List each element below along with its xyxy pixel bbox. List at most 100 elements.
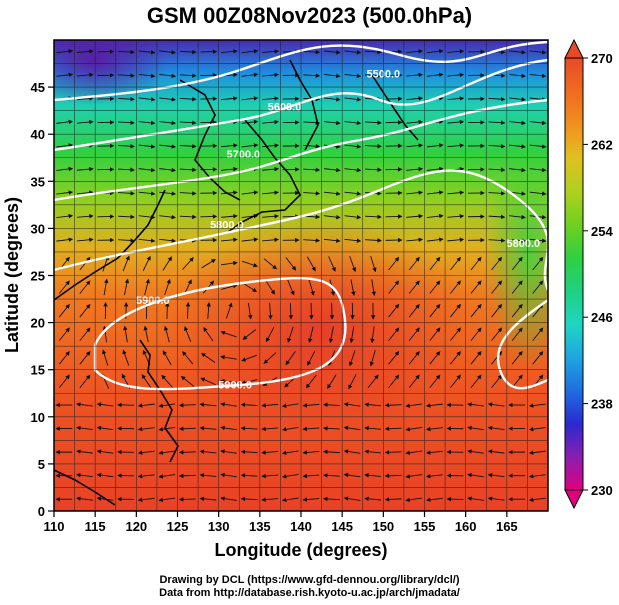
streamline-arrow [509, 73, 526, 79]
streamline-arrow [141, 374, 152, 389]
streamline-arrow [405, 450, 423, 455]
streamline-arrow [159, 167, 177, 173]
streamline-arrow [406, 213, 424, 219]
streamline-arrow [118, 49, 135, 55]
colorbar-label: 270 [591, 51, 613, 66]
streamline-arrow [206, 301, 211, 319]
streamline-arrow [323, 50, 341, 55]
streamline-arrow [281, 450, 299, 456]
streamline-arrow [262, 96, 279, 101]
streamline-arrow [491, 303, 503, 318]
streamline-arrow [285, 351, 296, 366]
streamline-arrow [322, 473, 340, 478]
streamline-arrow [220, 166, 238, 172]
streamline-arrow [137, 403, 155, 408]
streamline-arrow [491, 374, 503, 389]
streamline-arrow [447, 49, 465, 54]
x-axis-ticks: 110 115 120 125 130 135 140 145 150 155 160 165 [44, 511, 518, 534]
contour-label: 5900.0 [136, 295, 170, 307]
colorbar-label: 254 [591, 224, 613, 239]
streamline-arrow [262, 190, 279, 195]
streamline-arrow [220, 237, 238, 243]
colorbar-scale [564, 57, 584, 491]
streamline-arrow [240, 379, 258, 385]
streamline-arrow [241, 237, 259, 242]
streamline-arrow [138, 120, 156, 126]
streamline-arrow [408, 374, 420, 389]
streamline-arrow [511, 327, 523, 341]
streamline-arrow [262, 166, 279, 172]
streamline-arrow [303, 73, 321, 78]
streamline-arrow [158, 497, 176, 503]
contour-label: 5700.0 [227, 149, 261, 161]
streamline-arrow [220, 96, 238, 101]
y-axis-label: Latitude (degrees) [2, 197, 22, 353]
streamline-arrow [265, 327, 275, 343]
contour-label: 5800.0 [506, 238, 540, 250]
streamline-arrow [447, 190, 465, 195]
streamline-arrow [240, 496, 258, 502]
streamline-arrow [138, 73, 156, 79]
streamline-arrow [344, 97, 362, 102]
credit-line-drawing: Drawing by DCL (https://www.gfd-dennou.o… [159, 574, 460, 586]
streamline-arrow [76, 190, 94, 195]
coastline-china [54, 189, 166, 301]
streamline-arrow [247, 302, 253, 320]
y-tick-label: 20 [31, 316, 45, 331]
streamline-arrow [343, 496, 361, 501]
streamline-arrow [529, 238, 547, 243]
streamline-arrow [123, 325, 128, 343]
streamline-arrow [425, 473, 443, 479]
streamline-arrow [56, 213, 74, 219]
streamline-arrow [509, 97, 526, 102]
streamline-arrow [344, 120, 362, 126]
streamline-arrow [76, 72, 94, 78]
streamline-arrow [58, 303, 70, 318]
coastline-borneo [54, 469, 116, 506]
streamline-arrow [263, 352, 277, 364]
streamline-arrow [199, 496, 217, 502]
streamline-arrow [488, 120, 506, 125]
streamline-arrow [364, 496, 382, 502]
streamline-arrow [408, 303, 420, 318]
streamline-arrow [509, 120, 526, 126]
streamline-arrow [76, 166, 94, 172]
streamline-arrow [241, 119, 259, 125]
streamline-arrow [343, 472, 361, 478]
colorbar-label: 238 [591, 397, 613, 412]
streamline-arrow [159, 97, 177, 102]
streamline-arrow [408, 327, 420, 341]
streamline-arrow [56, 72, 74, 78]
streamline-arrow [185, 301, 191, 319]
streamline-arrow [159, 50, 177, 55]
streamline-arrow [76, 449, 93, 454]
streamline-arrow [343, 425, 361, 431]
streamline-arrow [364, 425, 382, 431]
streamline-arrow [179, 120, 197, 125]
streamline-arrow [528, 426, 546, 432]
streamline-arrow [162, 256, 172, 271]
streamline-arrow [467, 496, 484, 501]
contour-label: 5900.0 [218, 380, 252, 392]
streamline-arrow [487, 449, 505, 454]
streamline-arrow [137, 426, 155, 432]
streamline-arrow [349, 326, 355, 344]
streamline-arrow [302, 497, 320, 502]
streamline-arrow [447, 237, 465, 243]
streamline-arrow [344, 191, 362, 196]
y-tick-label: 25 [31, 269, 45, 284]
streamline-arrow [265, 280, 275, 295]
streamline-arrow [158, 426, 176, 432]
streamline-arrow [221, 283, 238, 290]
streamline-arrow [322, 402, 340, 407]
credits: Drawing by DCL (https://www.gfd-dennou.o… [0, 574, 619, 600]
streamline-arrow [220, 402, 237, 407]
streamline-arrow [122, 255, 130, 272]
streamline-arrow [159, 191, 177, 196]
streamline-arrow [343, 402, 361, 407]
streamline-arrow [344, 50, 362, 55]
streamline-arrow [199, 425, 217, 431]
streamline-arrow [56, 49, 74, 54]
x-tick-label: 155 [414, 519, 436, 534]
streamline-arrow [529, 144, 547, 149]
